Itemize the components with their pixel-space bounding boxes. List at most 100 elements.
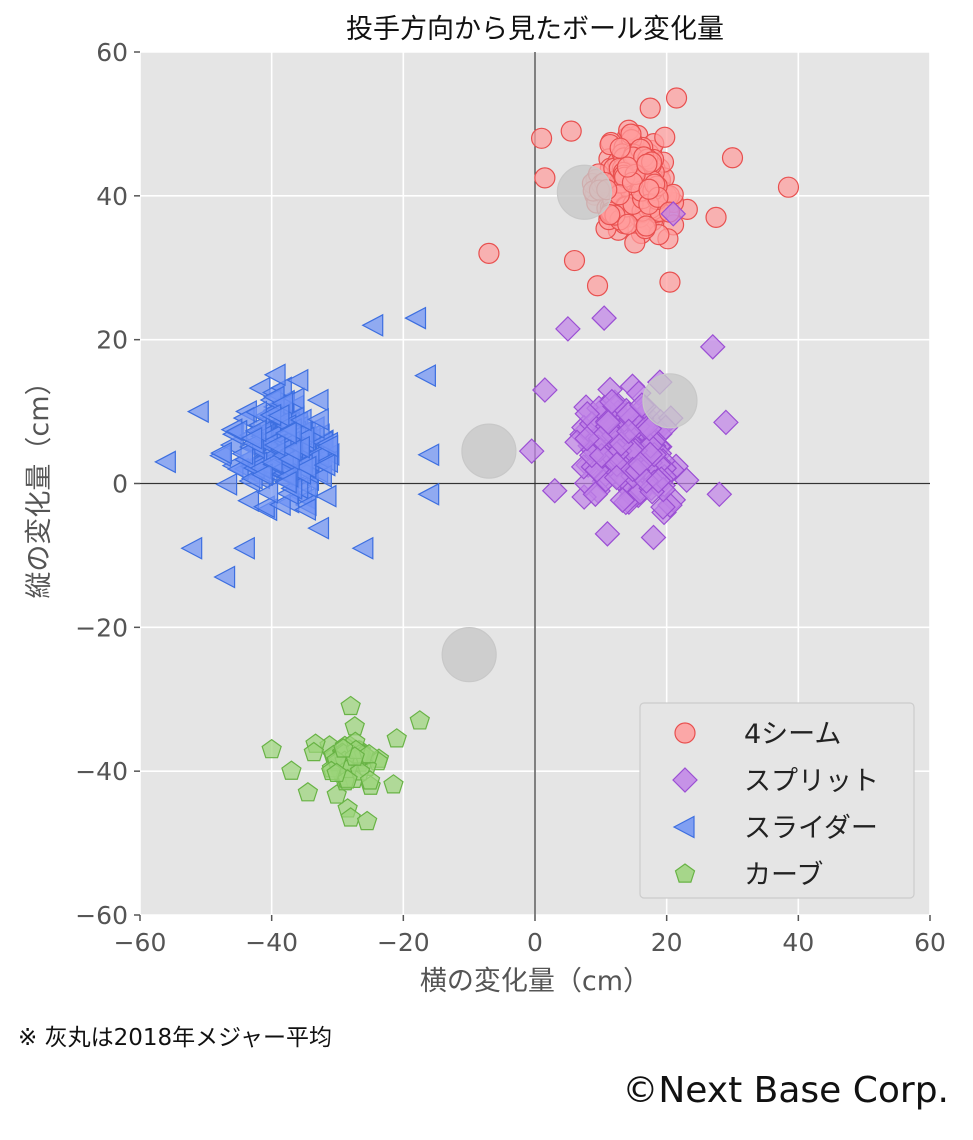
data-point (530, 127, 553, 149)
data-point (274, 470, 297, 494)
data-point (638, 178, 660, 200)
x-axis-label: 横の変化量（cm） (420, 966, 650, 997)
data-point (326, 762, 347, 783)
x-axis-ticks: −60 −40 −20 0 20 40 60 (114, 915, 946, 957)
data-point (518, 438, 545, 464)
data-point (640, 524, 667, 551)
data-point (340, 807, 361, 827)
data-point (306, 407, 329, 431)
data-point (231, 442, 254, 466)
data-point (263, 363, 286, 387)
data-point (240, 426, 263, 450)
data-point (636, 153, 658, 175)
average-point (441, 627, 497, 683)
data-point (294, 455, 317, 479)
data-point (215, 472, 238, 496)
legend-item: カーブ (674, 860, 823, 891)
data-point (213, 565, 236, 589)
data-point (417, 443, 440, 467)
legend-label: 4シーム (744, 719, 841, 750)
data-point (609, 137, 631, 159)
data-point (650, 494, 676, 520)
data-point (659, 271, 681, 293)
data-point (233, 536, 255, 560)
data-point (594, 520, 621, 547)
data-point (180, 536, 203, 560)
data-point (274, 421, 297, 445)
data-point (409, 710, 431, 730)
data-point (777, 176, 800, 198)
y-tick-label: −40 (75, 757, 128, 786)
data-point (713, 409, 739, 436)
data-point (361, 313, 384, 337)
y-axis-label: 縦の変化量（cm） (24, 368, 55, 598)
chart-title: 投手方向から見たボール変化量 (346, 14, 724, 45)
legend-marker (672, 767, 698, 793)
y-axis-ticks: 60 40 20 0 −20 −40 −60 (75, 38, 140, 930)
x-tick-label: 40 (782, 928, 814, 957)
series-3 (261, 695, 431, 831)
legend-item: 4シーム (674, 719, 841, 750)
average-point (556, 164, 612, 220)
data-point (316, 434, 339, 458)
average-point (461, 423, 517, 479)
data-point (563, 249, 586, 272)
y-tick-label: −60 (75, 901, 128, 930)
data-point (333, 738, 354, 758)
data-point (624, 232, 646, 254)
data-point (314, 484, 337, 508)
data-point (303, 741, 325, 762)
data-point (417, 482, 440, 506)
legend-box (639, 702, 915, 899)
legend-label: スライダー (744, 813, 878, 844)
x-tick-label: 20 (651, 928, 683, 957)
data-point (256, 480, 279, 504)
x-tick-label: 60 (914, 928, 946, 957)
data-point (340, 695, 361, 716)
footnote: ※ 灰丸は2018年メジャー平均 (18, 1025, 332, 1051)
y-tick-label: −20 (75, 613, 128, 642)
data-point (351, 536, 374, 560)
data-point (635, 215, 657, 237)
pitch-movement-chart: 投手方向から見たボール変化量 −60 −40 −20 0 20 40 60 6040200−… (24, 14, 946, 997)
data-point (705, 206, 727, 229)
series-2 (154, 306, 440, 589)
average-point (642, 373, 698, 429)
data-point (359, 770, 381, 790)
data-point (297, 781, 319, 802)
legend-label: スプリット (744, 766, 879, 797)
data-point (282, 387, 305, 411)
data-point (673, 467, 700, 494)
data-point (645, 467, 672, 494)
data-point (617, 213, 639, 235)
data-point (286, 368, 309, 392)
data-point (210, 441, 232, 465)
data-point (599, 388, 625, 415)
legend-item: スライダー (672, 813, 878, 844)
data-point (582, 481, 609, 508)
data-point (660, 200, 687, 227)
data-point (560, 120, 582, 142)
data-point (478, 242, 500, 264)
data-point (356, 810, 378, 831)
data-point (588, 442, 615, 469)
data-point (279, 438, 302, 462)
data-point (591, 305, 617, 331)
data-point (261, 738, 282, 759)
data-point (186, 400, 209, 424)
data-point (294, 498, 317, 522)
series-1 (518, 200, 739, 551)
data-point (639, 97, 661, 119)
y-tick-label: 60 (96, 38, 128, 67)
series-league-average (441, 164, 698, 683)
data-point (268, 493, 291, 517)
data-point (307, 516, 330, 540)
x-tick-label: −40 (245, 928, 298, 957)
data-point (609, 487, 636, 514)
data-point (267, 403, 290, 427)
legend-label: カーブ (744, 860, 823, 891)
data-point (383, 774, 404, 794)
data-point (616, 156, 639, 178)
data-point (615, 418, 642, 445)
